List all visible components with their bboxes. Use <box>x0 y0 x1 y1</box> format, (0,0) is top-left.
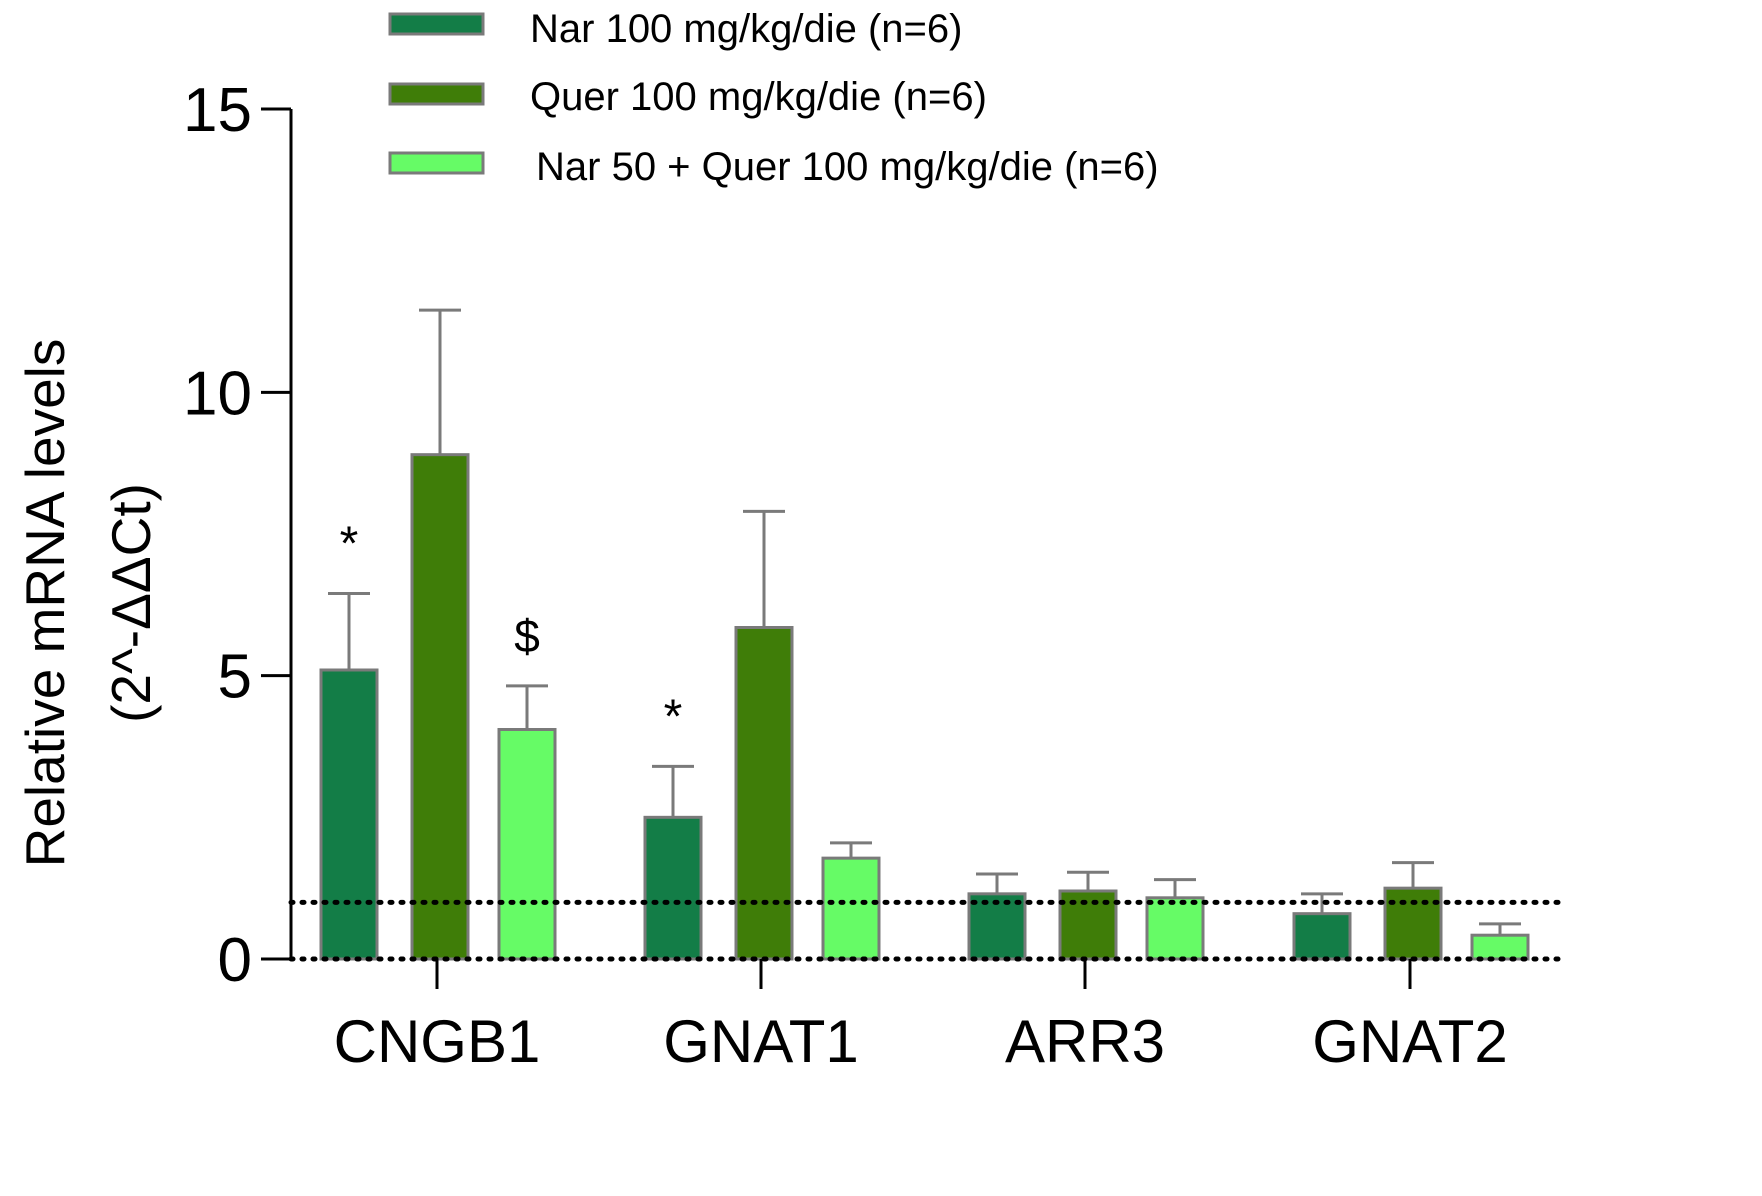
reference-lines <box>288 899 1562 962</box>
x-tick-label: GNAT2 <box>1312 1008 1508 1075</box>
bar-gnat2-series-3 <box>1470 933 1530 961</box>
legend-label-series-3: Nar 50 + Quer 100 mg/kg/die (n=6) <box>536 145 1159 189</box>
significance-dollar: $ <box>514 610 540 662</box>
y-tick-label: 10 <box>183 359 252 428</box>
legend-swatch-series-2 <box>388 82 485 106</box>
significance-asterisk: * <box>340 518 359 571</box>
bar-gnat1-series-3 <box>821 856 881 961</box>
y-axis-label: Relative mRNA levels <box>14 339 76 868</box>
bar-gnat2-series-2 <box>1383 886 1443 961</box>
error-bars <box>328 308 1521 936</box>
x-tick-label: CNGB1 <box>334 1008 541 1075</box>
significance-asterisk: * <box>664 690 683 743</box>
legend-swatch-series-3 <box>388 151 485 175</box>
bar-cngb1-series-2 <box>410 453 470 961</box>
x-tick-label: GNAT1 <box>663 1008 859 1075</box>
y-axis-label-unit: (2^-ΔΔCt) <box>100 483 162 723</box>
y-tick-label: 5 <box>218 643 252 712</box>
legend-swatch-series-1 <box>388 12 485 36</box>
y-axis-label-group: Relative mRNA levels (2^-ΔΔCt) <box>14 339 162 868</box>
bar-gnat2-series-1 <box>1292 912 1352 961</box>
bar-gnat1-series-1 <box>643 815 703 961</box>
bar-cngb1-series-1 <box>319 668 379 961</box>
legend-label-series-1: Nar 100 mg/kg/die (n=6) <box>530 7 962 51</box>
legend-label-series-2: Quer 100 mg/kg/die (n=6) <box>530 75 987 119</box>
y-tick-label: 0 <box>218 926 252 995</box>
axes: 0 5 10 15 CNGB1 GNAT1 ARR3 GNAT2 <box>183 76 1508 1075</box>
y-tick-label: 15 <box>183 76 252 145</box>
legend: Nar 100 mg/kg/die (n=6) Quer 100 mg/kg/di… <box>388 7 1159 189</box>
bar-gnat1-series-2 <box>734 626 794 961</box>
bars <box>319 453 1530 961</box>
annotations: * * $ <box>340 518 683 744</box>
x-tick-label: ARR3 <box>1005 1008 1165 1075</box>
bar-arr3-series-3 <box>1145 896 1205 961</box>
bar-cngb1-series-3 <box>497 728 557 961</box>
